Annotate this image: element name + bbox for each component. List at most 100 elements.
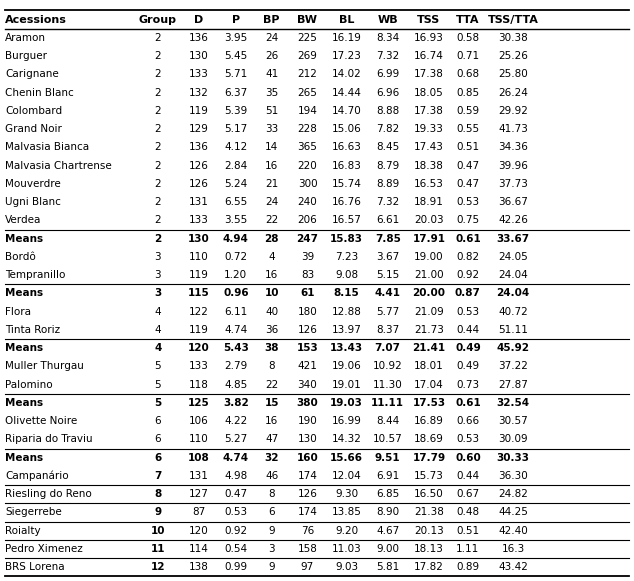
Text: Campanário: Campanário [5, 471, 68, 481]
Text: 15.06: 15.06 [332, 124, 361, 134]
Text: 3: 3 [155, 270, 161, 280]
Text: 42.40: 42.40 [498, 526, 528, 536]
Text: 300: 300 [298, 179, 317, 189]
Text: 13.97: 13.97 [332, 325, 361, 335]
Text: 0.87: 0.87 [455, 288, 481, 299]
Text: 8: 8 [268, 361, 275, 371]
Text: 8.79: 8.79 [376, 160, 399, 171]
Text: 136: 136 [189, 142, 209, 152]
Text: 110: 110 [189, 435, 209, 444]
Text: 17.23: 17.23 [332, 51, 361, 61]
Text: 4.85: 4.85 [224, 379, 247, 390]
Text: 0.89: 0.89 [456, 562, 479, 572]
Text: 15.73: 15.73 [414, 471, 444, 481]
Text: 180: 180 [297, 307, 318, 317]
Text: 133: 133 [189, 361, 209, 371]
Text: 15.83: 15.83 [330, 234, 363, 243]
Text: 0.54: 0.54 [224, 544, 247, 554]
Text: 24: 24 [265, 197, 278, 207]
Text: Ugni Blanc: Ugni Blanc [5, 197, 61, 207]
Text: 228: 228 [297, 124, 318, 134]
Text: 36.67: 36.67 [498, 197, 528, 207]
Text: 2: 2 [155, 33, 161, 43]
Text: 83: 83 [301, 270, 314, 280]
Text: 2.79: 2.79 [224, 361, 247, 371]
Text: 3.55: 3.55 [224, 216, 247, 225]
Text: 13.43: 13.43 [330, 343, 363, 353]
Text: 19.03: 19.03 [330, 398, 363, 408]
Text: 2: 2 [155, 179, 161, 189]
Text: 6.55: 6.55 [224, 197, 247, 207]
Text: 0.73: 0.73 [456, 379, 479, 390]
Text: 17.82: 17.82 [414, 562, 444, 572]
Text: 120: 120 [188, 343, 210, 353]
Text: 129: 129 [189, 124, 209, 134]
Text: 7: 7 [154, 471, 162, 481]
Text: 6.91: 6.91 [376, 471, 399, 481]
Text: Grand Noir: Grand Noir [5, 124, 62, 134]
Text: 2: 2 [155, 197, 161, 207]
Text: 0.61: 0.61 [455, 398, 481, 408]
Text: 10.57: 10.57 [373, 435, 403, 444]
Text: 5.81: 5.81 [376, 562, 399, 572]
Text: 212: 212 [297, 69, 318, 80]
Text: 25.26: 25.26 [498, 51, 528, 61]
Text: 4.41: 4.41 [375, 288, 401, 299]
Text: 5.71: 5.71 [224, 69, 247, 80]
Text: 18.38: 18.38 [414, 160, 444, 171]
Text: 17.38: 17.38 [414, 69, 444, 80]
Text: 24: 24 [265, 33, 278, 43]
Text: 17.04: 17.04 [414, 379, 444, 390]
Text: 15: 15 [264, 398, 279, 408]
Text: Means: Means [5, 343, 43, 353]
Text: 0.53: 0.53 [224, 507, 247, 518]
Text: 16.99: 16.99 [332, 416, 361, 426]
Text: 133: 133 [189, 216, 209, 225]
Text: 22: 22 [265, 216, 278, 225]
Text: 7.32: 7.32 [376, 51, 399, 61]
Text: 7.32: 7.32 [376, 197, 399, 207]
Text: 5: 5 [154, 398, 162, 408]
Text: 2: 2 [155, 51, 161, 61]
Text: 12.04: 12.04 [332, 471, 361, 481]
Text: 17.53: 17.53 [412, 398, 446, 408]
Text: 4: 4 [155, 307, 161, 317]
Text: 8.15: 8.15 [333, 288, 359, 299]
Text: 8.90: 8.90 [376, 507, 399, 518]
Text: 8.88: 8.88 [376, 106, 399, 116]
Text: 5.17: 5.17 [224, 124, 247, 134]
Text: 22: 22 [265, 379, 278, 390]
Text: 0.53: 0.53 [456, 435, 479, 444]
Text: 76: 76 [301, 526, 314, 536]
Text: 133: 133 [189, 69, 209, 80]
Text: Siegerrebe: Siegerrebe [5, 507, 62, 518]
Text: 14.44: 14.44 [332, 88, 361, 98]
Text: 9.51: 9.51 [375, 453, 401, 462]
Text: 118: 118 [189, 379, 209, 390]
Text: TSS/TTA: TSS/TTA [488, 15, 539, 24]
Text: Means: Means [5, 288, 43, 299]
Text: 160: 160 [297, 453, 318, 462]
Text: 8: 8 [154, 489, 162, 499]
Text: 41: 41 [265, 69, 278, 80]
Text: 0.60: 0.60 [455, 453, 481, 462]
Text: 0.96: 0.96 [223, 288, 249, 299]
Text: 5.39: 5.39 [224, 106, 247, 116]
Text: 32.54: 32.54 [496, 398, 530, 408]
Text: 18.01: 18.01 [414, 361, 444, 371]
Text: 45.92: 45.92 [496, 343, 530, 353]
Text: 16: 16 [265, 160, 278, 171]
Text: 16.19: 16.19 [332, 33, 361, 43]
Text: 119: 119 [189, 106, 209, 116]
Text: 7.07: 7.07 [375, 343, 401, 353]
Text: 0.53: 0.53 [456, 307, 479, 317]
Text: TTA: TTA [456, 15, 480, 24]
Text: 25.80: 25.80 [498, 69, 528, 80]
Text: 19.00: 19.00 [414, 252, 444, 262]
Text: 12: 12 [151, 562, 165, 572]
Text: Flora: Flora [5, 307, 31, 317]
Text: Burguer: Burguer [5, 51, 47, 61]
Text: 12.88: 12.88 [332, 307, 361, 317]
Text: 9: 9 [268, 526, 275, 536]
Text: Aramon: Aramon [5, 33, 46, 43]
